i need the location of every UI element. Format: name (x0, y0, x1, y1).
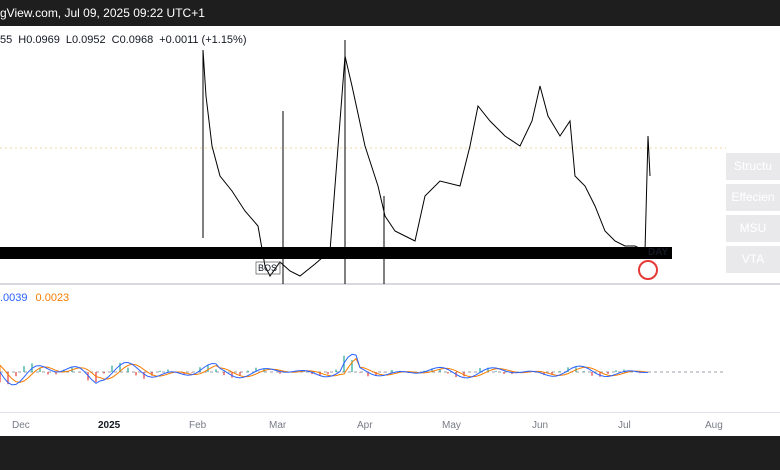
tick-apr: Apr (357, 420, 373, 431)
bos-box (255, 261, 281, 275)
support-band (0, 247, 672, 259)
day-label: DAY (648, 247, 669, 258)
tick-feb: Feb (189, 420, 207, 431)
structure-button[interactable]: Structu (726, 153, 780, 180)
tick-mar: Mar (269, 420, 287, 431)
tick-may: May (442, 420, 461, 431)
tick-jul: Jul (618, 420, 631, 431)
high-label: H (18, 34, 27, 46)
flag-icon[interactable] (638, 260, 658, 280)
bottom-bar (0, 436, 780, 470)
price-line (202, 49, 651, 277)
efficiency-button[interactable]: Effecien (726, 184, 780, 211)
time-axis: Dec 2025 Feb Mar Apr May Jun Jul Aug (0, 412, 780, 435)
close-value: 0.0968 (119, 34, 154, 46)
top-bar: gView.com, Jul 09, 2025 09:22 UTC+1 (0, 0, 780, 26)
oscillator-legend: .0039 0.0023 (0, 292, 69, 304)
tick-jun: Jun (532, 420, 549, 431)
bos-label: BOS (258, 263, 278, 273)
vta-button[interactable]: VTA (726, 246, 780, 273)
tick-2025: 2025 (98, 420, 121, 431)
msu-button[interactable]: MSU (726, 215, 780, 242)
oscillator-series (0, 353, 726, 386)
price-series (0, 40, 780, 285)
tick-dec: Dec (12, 420, 30, 431)
low-value: 0.0952 (71, 34, 106, 46)
tick-aug: Aug (705, 420, 723, 431)
change-value: +0.0011 (+1.15%) (159, 34, 247, 46)
osc-value-a: .0039 (0, 292, 28, 304)
open-value: 55 (0, 34, 13, 46)
high-value: 0.0969 (26, 34, 60, 46)
low-label: L (65, 34, 72, 46)
ohlc-legend: 55 H0.0969 L0.0952 C0.0968 +0.0011 (+1.15%) (0, 34, 247, 46)
osc-slow-line (0, 357, 649, 383)
price-chart[interactable] (0, 26, 780, 412)
osc-value-b: 0.0023 (35, 292, 70, 304)
close-label: C (111, 34, 120, 46)
chart-title: gView.com, Jul 09, 2025 09:22 UTC+1 (0, 6, 205, 20)
osc-fast-line (0, 353, 649, 386)
